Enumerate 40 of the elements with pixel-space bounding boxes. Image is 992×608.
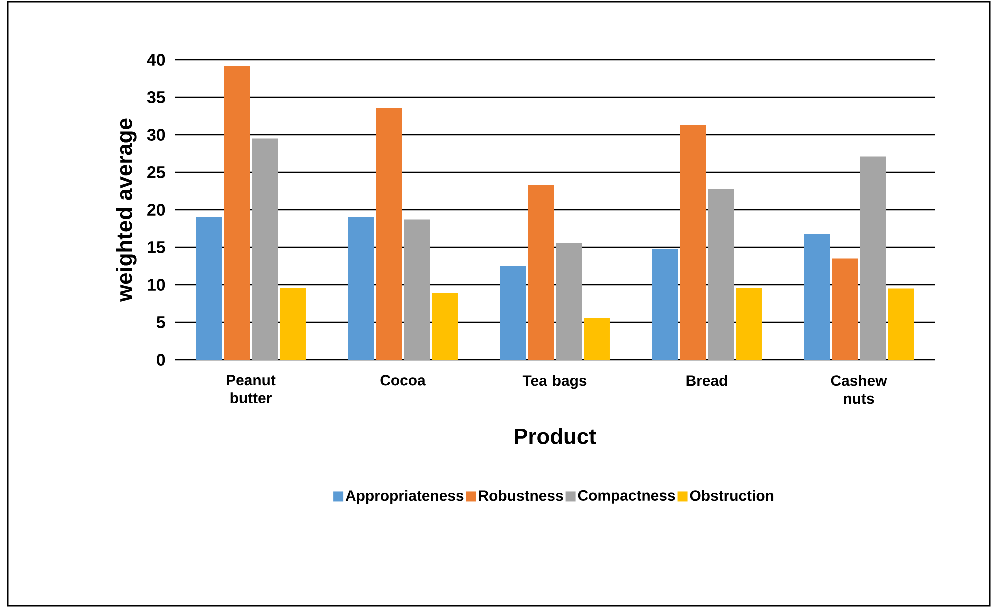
bar [708,189,734,360]
bar [680,125,706,360]
bar [376,108,402,360]
legend-label: Obstruction [690,490,774,502]
legend-label: Appropriateness [346,490,464,504]
y-tick-label: 40 [147,54,166,66]
bar [348,218,374,360]
bar [584,318,610,360]
legend-label: Robustness [479,490,564,502]
bar [860,156,886,360]
x-tick-label: Peanut butter [227,375,276,404]
x-tick-label: Cashew nuts [831,375,888,404]
y-tick-label: 35 [147,91,166,104]
x-tick-label: Bread [686,375,728,386]
bar [224,66,250,360]
bar [736,288,762,360]
y-tick-label: 25 [148,166,166,179]
bar [196,218,222,360]
bar [404,220,430,360]
bar [556,243,582,360]
x-tick-label: Cocoa [380,375,426,386]
x-tick-label: Tea bags [522,375,587,390]
bar [432,293,458,360]
bar [888,288,914,360]
y-tick-label: 20 [148,204,166,216]
y-tick-label: 0 [157,354,166,366]
x-axis-title: Product [515,428,596,444]
y-tick-label: 5 [156,316,166,328]
bar [252,138,278,360]
bar [528,185,554,360]
legend-label: Compactness [578,490,676,504]
bar [280,288,306,360]
bar [832,258,858,360]
bar [500,266,526,360]
bar [804,234,830,360]
y-axis-title: weighted average [116,118,137,302]
y-tick-label: 10 [148,279,166,292]
y-tick-label: 15 [148,242,166,254]
y-tick-label: 30 [147,128,166,142]
bar [652,249,678,360]
